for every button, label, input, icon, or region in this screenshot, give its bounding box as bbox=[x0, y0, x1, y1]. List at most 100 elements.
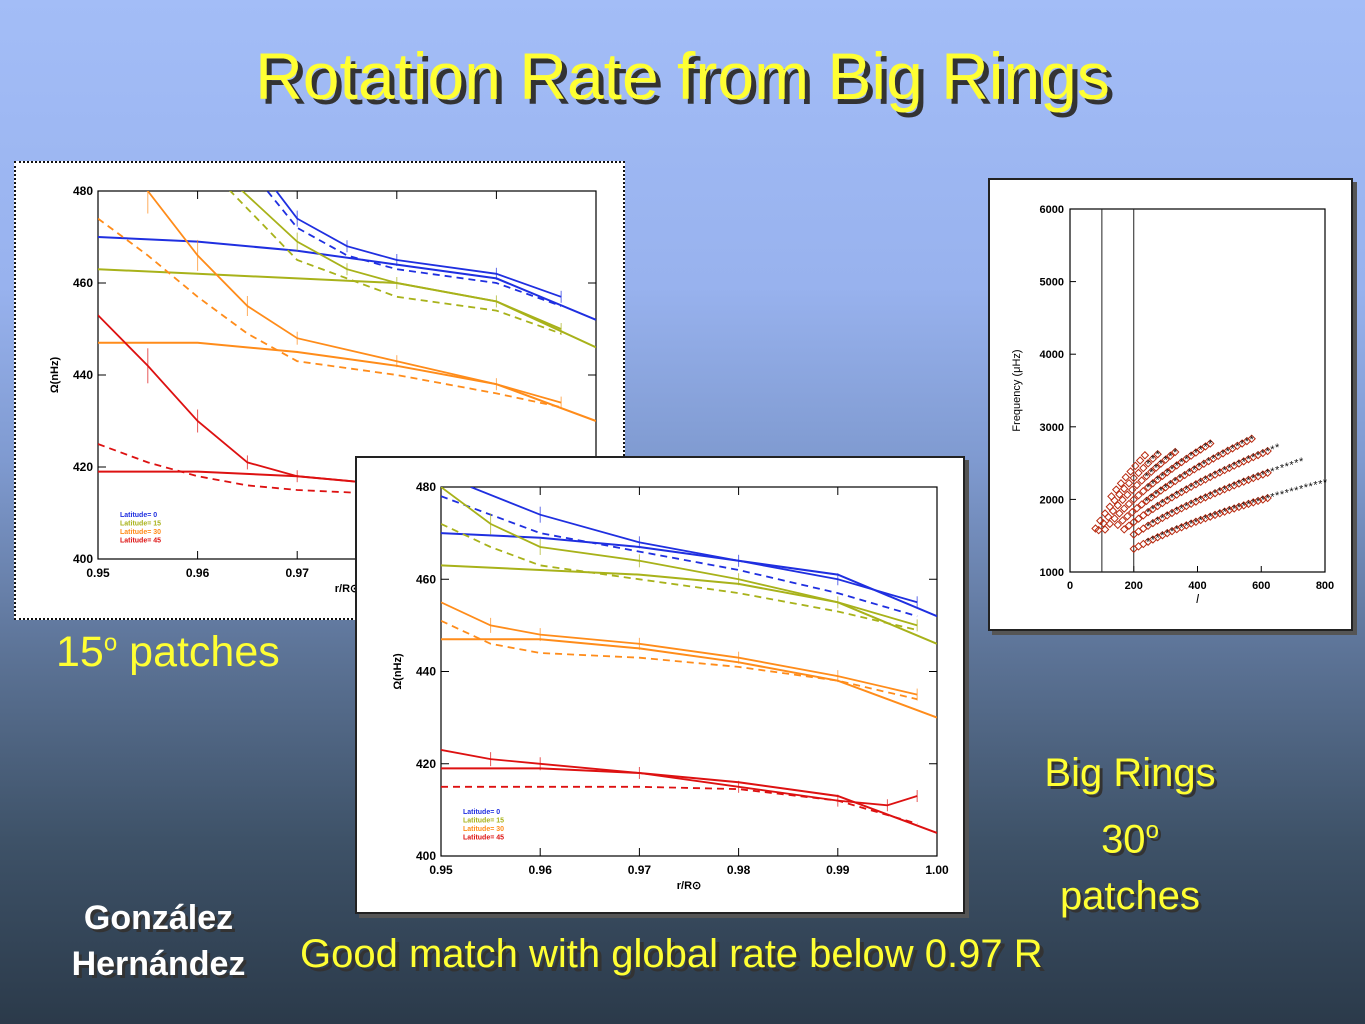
global-mode-marker: * bbox=[1184, 520, 1189, 532]
ring-mode-marker bbox=[1170, 447, 1180, 457]
ring-mode-marker bbox=[1177, 457, 1186, 467]
ring-mode-marker bbox=[1151, 463, 1161, 472]
global-mode-marker: * bbox=[1246, 454, 1251, 466]
ring-mode-marker bbox=[1140, 451, 1150, 460]
big-rings-line1: Big Rings bbox=[1044, 751, 1216, 795]
global-mode-marker: * bbox=[1146, 458, 1151, 470]
global-mode-marker: * bbox=[1156, 449, 1161, 461]
global-mode-marker: * bbox=[1199, 515, 1204, 527]
ring-mode-marker bbox=[1134, 542, 1143, 551]
global-mode-marker: * bbox=[1313, 480, 1318, 492]
dashed-rate-line bbox=[441, 495, 918, 618]
ring-mode-marker bbox=[1113, 520, 1123, 530]
global-mode-marker: * bbox=[1304, 482, 1309, 494]
ring-mode-marker bbox=[1263, 446, 1272, 456]
global-mode-marker: * bbox=[1242, 456, 1247, 468]
ring-mode-marker bbox=[1153, 475, 1162, 484]
ring-mode-marker bbox=[1115, 490, 1124, 499]
global-mode-marker: * bbox=[1197, 462, 1202, 474]
ring-mode-marker bbox=[1161, 455, 1170, 464]
global-mode-marker: * bbox=[1184, 484, 1189, 496]
ring-mode-marker bbox=[1147, 493, 1156, 502]
global-mode-marker: * bbox=[1270, 444, 1275, 456]
label-15-number: 15 bbox=[56, 628, 104, 676]
x-tick-label: 0.95 bbox=[429, 863, 453, 877]
global-mode-marker: * bbox=[1179, 503, 1184, 515]
dashed-rate-line bbox=[266, 191, 562, 307]
global-mode-marker: * bbox=[1151, 478, 1156, 490]
global-mode-marker: * bbox=[1246, 475, 1251, 487]
dashed-rate-line bbox=[441, 619, 918, 701]
ring-mode-marker bbox=[1118, 495, 1127, 505]
plot-lines bbox=[98, 191, 596, 537]
ring-mode-marker bbox=[1094, 525, 1103, 535]
ring-mode-marker bbox=[1186, 451, 1196, 460]
global-mode-marker: * bbox=[1213, 510, 1218, 522]
ring-mode-marker bbox=[1135, 456, 1145, 465]
global-mode-marker: * bbox=[1159, 459, 1164, 471]
x-tick-label: 0.98 bbox=[727, 863, 751, 877]
global-mode-marker: * bbox=[1160, 513, 1165, 525]
ring-mode-marker bbox=[1129, 473, 1138, 483]
global-mode-marker: * bbox=[1250, 434, 1255, 446]
global-mode-marker: * bbox=[1232, 480, 1237, 492]
global-mode-marker: * bbox=[1237, 502, 1242, 514]
y-tick-label: 1000 bbox=[1040, 567, 1064, 579]
y-tick-label: 5000 bbox=[1040, 277, 1064, 289]
ring-mode-marker bbox=[1148, 454, 1158, 463]
global-rate-line bbox=[98, 268, 596, 349]
global-mode-marker: * bbox=[1265, 493, 1270, 505]
x-tick-label: 0.97 bbox=[628, 863, 652, 877]
ring-mode-marker bbox=[1137, 476, 1146, 485]
legend-entry: Latitude= 45 bbox=[463, 835, 504, 842]
global-mode-marker: * bbox=[1189, 519, 1194, 531]
global-mode-marker: * bbox=[1245, 436, 1250, 448]
global-mode-marker: * bbox=[1202, 459, 1207, 471]
global-mode-marker: * bbox=[1294, 485, 1299, 497]
x-tick-label: 200 bbox=[1125, 580, 1143, 592]
y-axis-label: Frequency (μHz) bbox=[1011, 349, 1023, 431]
x-tick-label: 1.00 bbox=[925, 863, 949, 877]
ring-mode-marker bbox=[1263, 468, 1272, 477]
ring-rate-line bbox=[441, 749, 918, 807]
ring-mode-marker bbox=[1151, 489, 1161, 499]
global-mode-marker: * bbox=[1208, 512, 1213, 524]
dashed-rate-line bbox=[441, 523, 918, 631]
plot-frame bbox=[440, 486, 938, 857]
ring-mode-marker bbox=[1134, 468, 1143, 478]
ring-mode-marker bbox=[1129, 495, 1138, 504]
global-mode-marker: * bbox=[1251, 473, 1256, 485]
label-big-rings: Big Rings 30o patches bbox=[1000, 745, 1260, 925]
global-mode-marker: * bbox=[1240, 438, 1245, 450]
ring-mode-marker bbox=[1142, 496, 1151, 506]
ring-mode-marker bbox=[1148, 504, 1158, 514]
global-mode-marker: * bbox=[1170, 526, 1175, 538]
global-mode-marker: * bbox=[1159, 486, 1164, 498]
ring-mode-marker bbox=[1091, 524, 1100, 533]
y-tick-label: 420 bbox=[416, 757, 436, 771]
ring-mode-marker bbox=[1153, 449, 1162, 459]
global-mode-marker: * bbox=[1194, 497, 1199, 509]
global-mode-marker: * bbox=[1199, 444, 1204, 456]
y-tick-label: 400 bbox=[73, 552, 93, 566]
global-mode-marker: * bbox=[1179, 487, 1184, 499]
global-mode-marker: * bbox=[1199, 477, 1204, 489]
chart-30deg-patches: 0.95 0.96 0.97 0.98 0.99 1.00 400 420 440 460 480 r… bbox=[355, 456, 965, 914]
ring-mode-marker bbox=[1139, 511, 1148, 520]
ring-mode-marker bbox=[1143, 459, 1153, 468]
global-mode-marker: * bbox=[1270, 466, 1275, 478]
y-tick-label: 460 bbox=[73, 276, 93, 290]
global-mode-marker: * bbox=[1183, 470, 1188, 482]
ring-rate-line bbox=[441, 487, 918, 627]
global-mode-marker: * bbox=[1151, 454, 1156, 466]
x-axis-label: l bbox=[1196, 592, 1199, 606]
x-tick-label: 0.96 bbox=[186, 566, 210, 580]
global-mode-marker: * bbox=[1261, 448, 1266, 460]
ring-mode-marker bbox=[1119, 504, 1129, 513]
plot-lines bbox=[441, 487, 937, 834]
global-mode-marker: * bbox=[1218, 467, 1223, 479]
legend-entry: Latitude= 30 bbox=[120, 529, 161, 536]
ring-mode-marker bbox=[1167, 464, 1177, 474]
global-mode-marker: * bbox=[1170, 492, 1175, 504]
global-mode-marker: * bbox=[1189, 499, 1194, 511]
